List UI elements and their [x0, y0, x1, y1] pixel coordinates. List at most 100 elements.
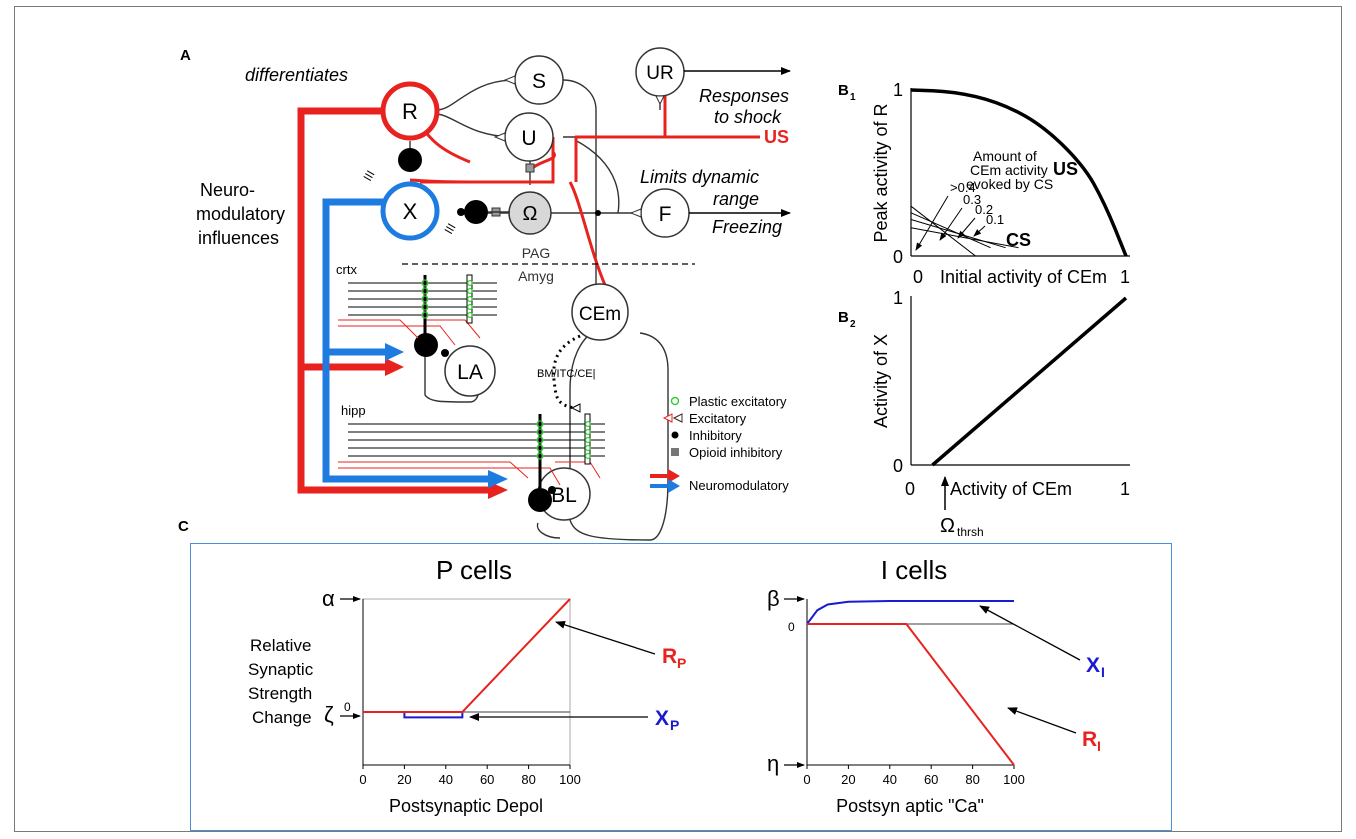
- x-tick-label: 100: [1003, 772, 1025, 787]
- node-u-label: U: [521, 127, 536, 150]
- x-tick-label: 60: [924, 772, 938, 787]
- b2-y-tick-0: 0: [893, 456, 903, 476]
- b1-annotation-2: CEm activity: [970, 162, 1048, 178]
- b1-xlabel: Initial activity of CEm: [940, 267, 1107, 287]
- us-input-label: US: [764, 127, 789, 147]
- b1-annotation-3: evoked by CS: [966, 176, 1053, 192]
- ylabel-line-1: Relative: [250, 636, 311, 655]
- panel-b2: B 2 1 0 0 1 Activity of CEm Activity of …: [838, 288, 1130, 539]
- inhibitory-neuron-omega: [464, 200, 488, 224]
- node-la-circle: [444, 345, 496, 397]
- legend-inhibitory-symbol: [671, 431, 679, 439]
- excitatory-synapse-s: [503, 75, 516, 85]
- b1-cs-line: [910, 205, 976, 257]
- x-tick-label: 20: [397, 772, 411, 787]
- blue-arrowhead-la: [385, 343, 404, 361]
- tick-mark-2: III: [441, 221, 458, 237]
- red-modulatory-line: [297, 107, 490, 494]
- b1-pointer-01: [973, 225, 986, 237]
- p-zero-label: 0: [344, 700, 351, 714]
- legend-red-arrow: [650, 469, 680, 483]
- x-tick-label: 100: [559, 772, 581, 787]
- b1-pointer-04: [915, 195, 949, 251]
- xp-sub: P: [670, 717, 679, 733]
- crtx-plastic-synapses: [421, 279, 474, 319]
- blue-modulatory-line: [322, 198, 490, 483]
- b1-cs-line: [910, 212, 991, 249]
- xi-pointer: [979, 605, 1081, 661]
- crtx-red-lines: [338, 319, 481, 346]
- ylabel-line-2: Synaptic: [248, 660, 314, 679]
- b1-ylabel: Peak activity of R: [871, 103, 891, 242]
- inhibitory-neuron-rx: [398, 148, 422, 172]
- b2-xlabel: Activity of CEm: [950, 479, 1072, 499]
- neuromodulatory-label-3: influences: [198, 228, 279, 248]
- legend-plastic-symbol: [670, 396, 680, 406]
- panel-b2-label: B: [838, 309, 849, 326]
- node-ur-label: UR: [646, 63, 673, 84]
- rp-label: R: [662, 645, 677, 668]
- b2-activity-line: [931, 296, 1128, 467]
- bm-itc-label: BM/ITC/CE|: [537, 368, 595, 380]
- xi-sub: I: [1101, 664, 1105, 680]
- b1-level-02: 0.2: [975, 202, 993, 217]
- hipp-plastic-synapses: [536, 420, 591, 460]
- node-x-label: X: [403, 199, 418, 224]
- junction-dot: [595, 210, 601, 216]
- inhibitory-neuron-bl: [528, 488, 552, 512]
- excitatory-synapse-f: [629, 208, 642, 218]
- i-zero-label: 0: [788, 620, 795, 634]
- legend: Plastic excitatory Excitatory Inhibitory…: [650, 394, 789, 493]
- panel-c-box: [190, 543, 1172, 831]
- opioid-synapse-2: [525, 163, 535, 173]
- b2-y-tick-1: 1: [893, 288, 903, 308]
- panel-b1-label: B: [838, 82, 849, 99]
- panel-b2-sublabel: 2: [850, 319, 856, 330]
- x-tick-label: 40: [883, 772, 897, 787]
- ylabel-line-3: Strength: [248, 684, 312, 703]
- rp-sub: P: [677, 655, 686, 671]
- legend-plastic-label: Plastic excitatory: [689, 394, 787, 409]
- b2-x-tick-1: 1: [1120, 479, 1130, 499]
- limits-label-1: Limits dynamic: [640, 167, 759, 187]
- x-tick-label: 0: [803, 772, 810, 787]
- xi-label: X: [1086, 654, 1100, 677]
- blue-arrowhead-bl: [488, 470, 508, 488]
- panel-a-label: A: [180, 47, 191, 64]
- i-xlabel: Postsyn aptic "Ca": [836, 796, 984, 816]
- node-la-label: LA: [457, 361, 483, 384]
- responses-label-1: Responses: [699, 86, 789, 106]
- tick-mark-1: III: [360, 168, 377, 184]
- excitatory-synapse-u: [493, 132, 506, 142]
- rp-pointer: [555, 620, 656, 655]
- b1-level-03: 0.3: [963, 192, 981, 207]
- i-eta-label: η: [767, 751, 779, 776]
- node-s-label: S: [532, 70, 546, 93]
- b1-y-tick-0: 0: [893, 247, 903, 267]
- amyg-label: Amyg: [518, 268, 554, 284]
- b1-level-04: >0.4: [950, 180, 976, 195]
- hipp-label: hipp: [341, 403, 366, 418]
- b1-pointer-02: [957, 217, 976, 239]
- node-f-label: F: [659, 203, 672, 226]
- limits-label-2: range: [713, 189, 759, 209]
- inhibitory-synapse-3: [548, 486, 556, 494]
- inhibitory-synapse-1: [457, 208, 465, 216]
- panel-c-label: C: [178, 518, 189, 535]
- node-omega-label: Ω: [523, 203, 538, 225]
- legend-opioid-symbol: [671, 448, 679, 456]
- p-alpha-label: α: [322, 586, 335, 611]
- inhibitory-synapse-2: [441, 349, 449, 357]
- legend-excitatory-label: Excitatory: [689, 411, 747, 426]
- p-x-ticks: 0 20 40 60 80 100: [359, 765, 581, 787]
- differentiates-label: differentiates: [245, 65, 348, 85]
- b1-pointer-03: [939, 207, 963, 241]
- bm-itc-pathway: [552, 334, 581, 410]
- responses-label-2: to shock: [714, 107, 782, 127]
- x-tick-label: 0: [359, 772, 366, 787]
- b1-level-01: 0.1: [986, 212, 1004, 227]
- excitatory-synapse-ur: [655, 95, 665, 106]
- p-xlabel: Postsynaptic Depol: [389, 796, 543, 816]
- xp-label: X: [655, 707, 669, 730]
